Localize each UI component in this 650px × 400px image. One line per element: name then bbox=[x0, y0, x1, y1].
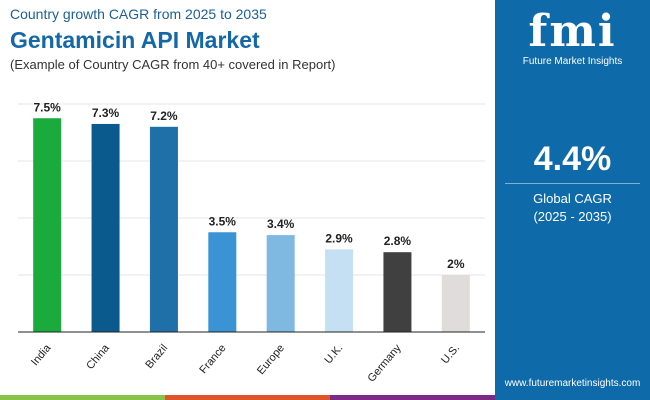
cagr-label: Global CAGR bbox=[533, 191, 612, 206]
cagr-range: (2025 - 2035) bbox=[533, 209, 612, 224]
website-link[interactable]: www.futuremarketinsights.com bbox=[504, 378, 641, 389]
x-tick-label: Europe bbox=[255, 342, 287, 377]
global-cagr-label: Global CAGR (2025 - 2035) bbox=[495, 190, 650, 226]
data-label: 2.8% bbox=[384, 234, 412, 248]
data-label: 2.9% bbox=[325, 231, 353, 245]
fmi-logo: fmi Future Market Insights bbox=[495, 6, 650, 68]
bar-china bbox=[91, 123, 120, 332]
chart-title: Gentamicin API Market bbox=[10, 27, 260, 53]
bar-chart: 7.5% India 7.3% China 7.2% Brazil 3.5% France 3.… bbox=[18, 100, 485, 385]
side-panel: fmi Future Market Insights 4.4% Global C… bbox=[495, 0, 650, 400]
chart-subtitle: Country growth CAGR from 2025 to 2035 bbox=[10, 6, 267, 22]
x-tick-label: China bbox=[84, 342, 112, 372]
bar-europe bbox=[266, 235, 295, 332]
chart-note: (Example of Country CAGR from 40+ covere… bbox=[10, 57, 336, 72]
divider bbox=[505, 183, 640, 184]
global-cagr-value: 4.4% bbox=[533, 140, 612, 178]
x-tick-label: France bbox=[197, 342, 228, 376]
stripe-orange bbox=[165, 395, 330, 400]
x-tick-label: Brazil bbox=[143, 342, 170, 371]
data-label: 2% bbox=[447, 257, 465, 271]
data-label: 7.2% bbox=[150, 109, 178, 123]
logo-text: fmi bbox=[528, 6, 617, 57]
data-label: 3.4% bbox=[267, 217, 295, 231]
logo-caption: Future Market Insights bbox=[522, 56, 623, 67]
data-label: 7.5% bbox=[34, 100, 62, 114]
data-label: 3.5% bbox=[209, 214, 237, 228]
stripe-purple bbox=[330, 395, 495, 400]
bar-uk bbox=[325, 249, 354, 332]
bar-us bbox=[441, 275, 470, 332]
bar-germany bbox=[383, 252, 412, 332]
x-tick-label: U.S. bbox=[439, 342, 462, 366]
data-label: 7.3% bbox=[92, 106, 120, 120]
x-tick-label: U.K. bbox=[322, 342, 345, 366]
x-tick-label: India bbox=[29, 342, 54, 369]
bar-france bbox=[208, 232, 237, 332]
stripe-green bbox=[0, 395, 165, 400]
x-tick-label: Germany bbox=[365, 342, 404, 385]
bar-brazil bbox=[149, 126, 178, 332]
bar-india bbox=[33, 118, 62, 332]
